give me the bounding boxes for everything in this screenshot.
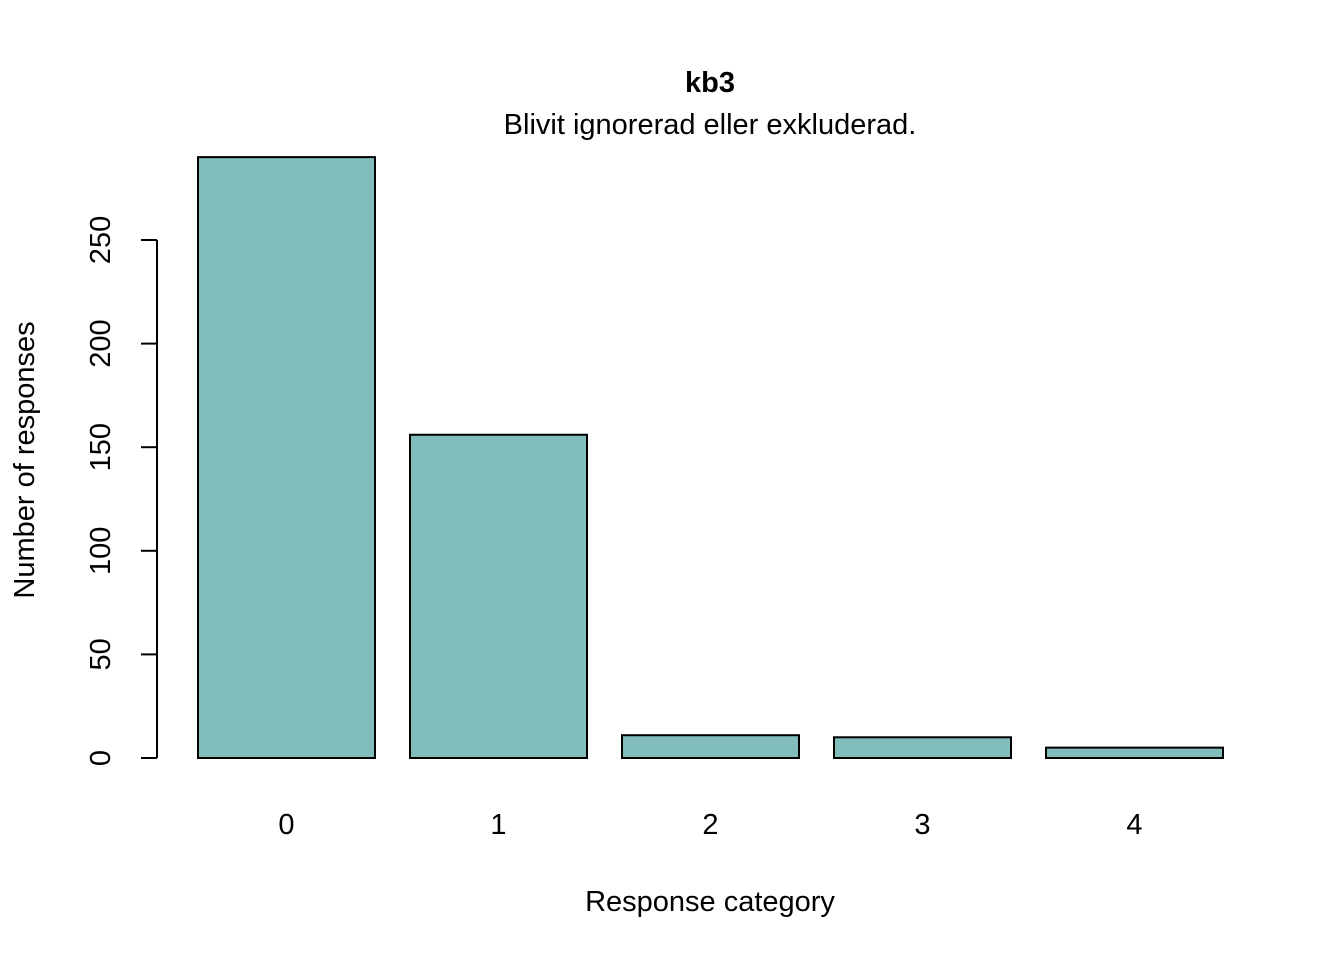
x-axis-label: Response category [585, 886, 835, 918]
y-tick-label: 50 [85, 638, 117, 670]
x-tick-labels: 0 1 2 3 4 [278, 809, 1142, 841]
y-axis: 0 50 100 150 200 250 [85, 216, 158, 766]
bar-2 [621, 734, 800, 760]
y-axis-label: Number of responses [9, 321, 41, 598]
x-tick-label: 3 [914, 809, 930, 841]
chart-title: kb3 [685, 67, 735, 99]
bar-3 [833, 736, 1012, 760]
bars-group [197, 156, 1224, 760]
y-tick-label: 200 [85, 319, 117, 367]
y-tick-label: 0 [85, 750, 117, 766]
x-tick-label: 4 [1126, 809, 1142, 841]
chart-subtitle: Blivit ignorerad eller exkluderad. [504, 109, 917, 141]
x-tick-label: 0 [278, 809, 294, 841]
x-tick-label: 2 [702, 809, 718, 841]
bar-1 [409, 433, 588, 759]
bar-4 [1045, 746, 1224, 760]
y-tick-label: 150 [85, 423, 117, 471]
bar-0 [197, 156, 376, 759]
y-tick-label: 250 [85, 216, 117, 264]
y-tick-label: 100 [85, 527, 117, 575]
x-tick-label: 1 [490, 809, 506, 841]
